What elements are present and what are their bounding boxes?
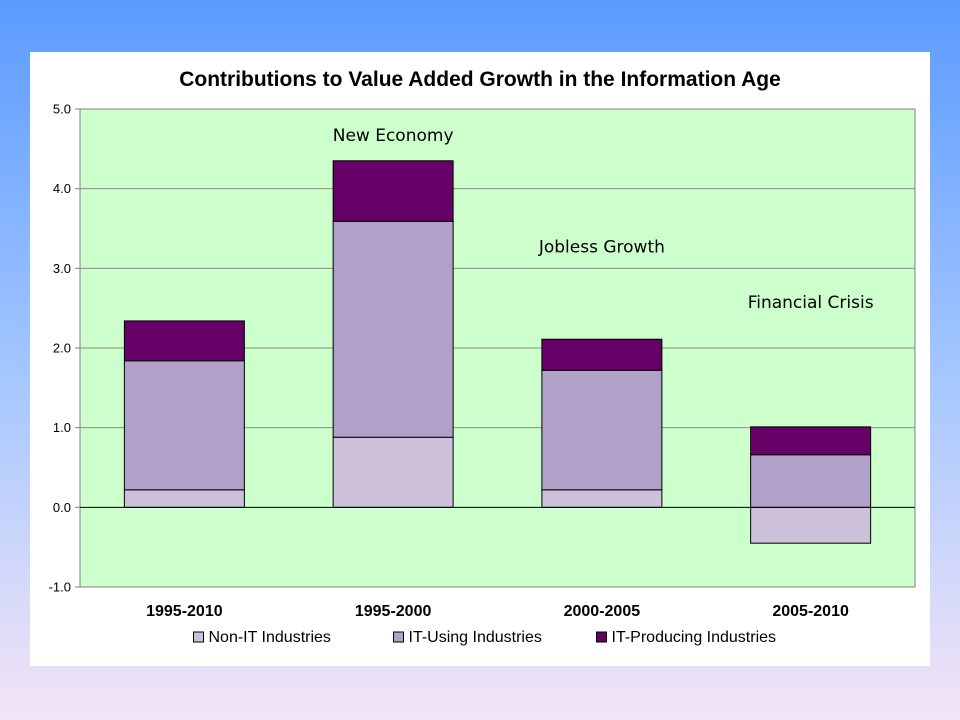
y-tick-label: 2.0 bbox=[53, 341, 71, 356]
bar-segment bbox=[750, 454, 872, 508]
bar-segment bbox=[541, 338, 663, 371]
bar-segment bbox=[123, 320, 245, 362]
legend-label: IT-Producing Industries bbox=[612, 629, 777, 646]
x-category-label: 2005-2010 bbox=[772, 603, 849, 620]
axes: 5.0 4.0 3.0 2.0 1.0 0.0 -1.0 1995-2010 1995-2000… bbox=[49, 102, 915, 620]
legend-label: IT-Using Industries bbox=[409, 629, 542, 646]
bar-segment bbox=[750, 426, 872, 456]
annotation-label: New Economy bbox=[333, 126, 454, 146]
y-tick-label: 5.0 bbox=[53, 102, 71, 117]
y-tick-label: -1.0 bbox=[49, 580, 71, 595]
y-tick-label: 1.0 bbox=[53, 420, 71, 435]
bars bbox=[123, 160, 872, 544]
legend-swatch bbox=[193, 631, 204, 643]
y-tick-label: 3.0 bbox=[53, 261, 71, 276]
bar-segment bbox=[541, 489, 663, 508]
stacked-bar-chart: Contributions to Value Added Growth in t… bbox=[49, 68, 916, 646]
legend: Non-IT Industries IT-Using Industries IT-P… bbox=[193, 629, 777, 646]
bar-segment bbox=[541, 369, 663, 491]
annotations: New Economy Jobless Growth Financial Crisi… bbox=[333, 126, 874, 313]
chart-panel: Contributions to Value Added Growth in t… bbox=[30, 52, 930, 666]
bar-segment bbox=[332, 160, 454, 222]
x-category-label: 2000-2005 bbox=[564, 603, 641, 620]
legend-swatch bbox=[596, 631, 607, 643]
annotation-label: Jobless Growth bbox=[538, 237, 665, 257]
legend-label: Non-IT Industries bbox=[209, 629, 331, 646]
x-category-label: 1995-2000 bbox=[355, 603, 432, 620]
chart-title: Contributions to Value Added Growth in t… bbox=[179, 68, 781, 91]
bar-segment bbox=[750, 506, 872, 544]
bar-segment bbox=[332, 436, 454, 508]
annotation-label: Financial Crisis bbox=[748, 293, 874, 313]
bar-segment bbox=[123, 489, 245, 508]
y-tick-label: 0.0 bbox=[53, 500, 71, 515]
x-category-label: 1995-2010 bbox=[146, 603, 223, 620]
bar-segment bbox=[332, 220, 454, 438]
legend-swatch bbox=[393, 631, 404, 643]
bar-segment bbox=[123, 360, 245, 491]
y-tick-label: 4.0 bbox=[53, 181, 71, 196]
